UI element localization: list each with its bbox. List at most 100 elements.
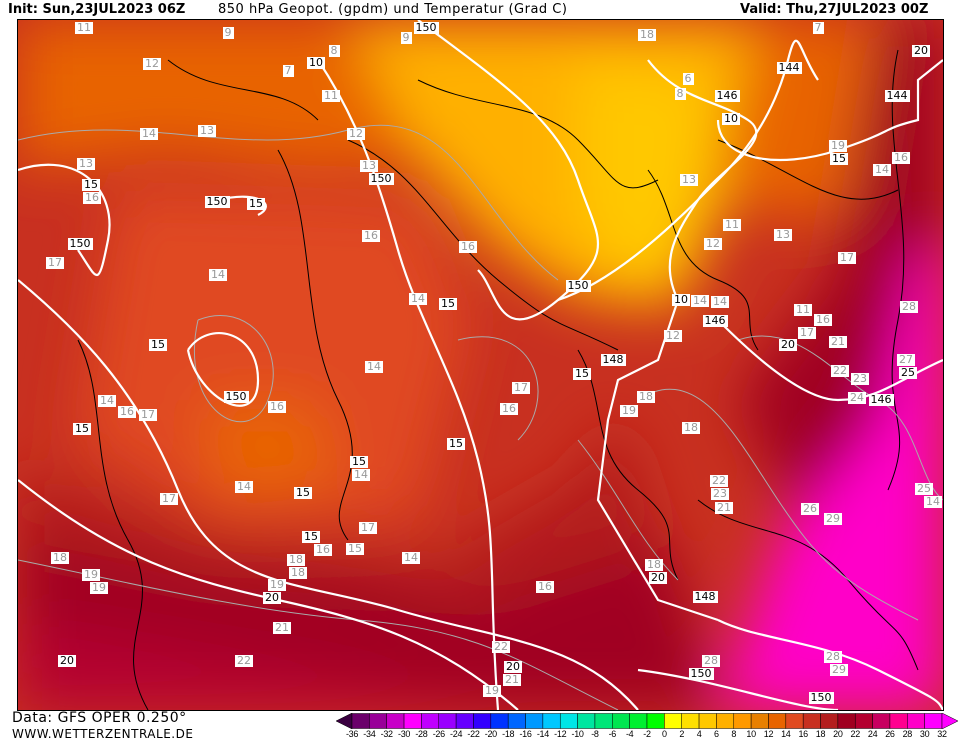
colorbar-swatch: [629, 713, 648, 729]
colorbar-swatch: [872, 713, 891, 729]
colorbar-swatch: [681, 713, 700, 729]
temperature-label: 12: [143, 57, 161, 70]
temperature-label: 21: [273, 621, 291, 634]
colorbar-tick-label: 4: [696, 729, 702, 739]
temperature-label: 16: [814, 313, 832, 326]
colorbar-tick-label: -10: [571, 729, 584, 739]
colorbar-tick-label: -16: [519, 729, 532, 739]
colorbar-swatch: [837, 713, 856, 729]
geopotential-label: 150: [223, 390, 249, 403]
colorbar-swatch: [664, 713, 682, 729]
temperature-label: 13: [77, 157, 95, 170]
temperature-label: 13: [774, 228, 792, 241]
temperature-label: 14: [140, 127, 158, 140]
colorbar-tick-label: -34: [363, 729, 376, 739]
temperature-label: 18: [682, 421, 700, 434]
colorbar-tick-label: 26: [885, 729, 895, 739]
temperature-label: 19: [90, 581, 108, 594]
colorbar-swatch: [750, 713, 769, 729]
colorbar-swatch: [854, 713, 873, 729]
colorbar-tick-label: -30: [397, 729, 411, 739]
temperature-label: 16: [314, 543, 332, 556]
colorbar-swatch: [612, 713, 630, 729]
colorbar-swatch: [386, 713, 405, 729]
colorbar-swatch: [490, 713, 509, 729]
colorbar-tick-label: 32: [937, 729, 947, 739]
geopotential-label: 150: [204, 195, 230, 208]
temperature-label: 16: [118, 405, 136, 418]
colorbar-swatch: [559, 713, 578, 729]
geopotential-label: 148: [692, 590, 718, 603]
colorbar-swatch: [802, 713, 821, 729]
colorbar-tick-label: 8: [731, 729, 737, 739]
colorbar-tick-label: 2: [679, 729, 685, 739]
colorbar-tick-label: 18: [815, 729, 826, 739]
isotherm-label: 15: [247, 197, 265, 210]
colorbar-swatch: [351, 713, 370, 729]
geopotential-label: 10: [307, 56, 325, 69]
colorbar-swatch: [473, 713, 492, 729]
colorbar-tick-label: 24: [867, 729, 878, 739]
colorbar-swatch: [716, 713, 735, 729]
colorbar-swatch: [577, 713, 596, 729]
colorbar-swatch: [421, 713, 440, 729]
temperature-label: 16: [536, 580, 554, 593]
temperature-label: 12: [347, 127, 365, 140]
temperature-label: 26: [801, 502, 819, 515]
colorbar-tick-label: 28: [902, 729, 913, 739]
isotherm-label: 15: [149, 338, 167, 351]
temperature-label: 12: [664, 329, 682, 342]
colorbar-tick-label: -22: [467, 729, 480, 739]
colorbar-tick-label: -2: [643, 729, 651, 739]
colorbar-swatch: [455, 713, 474, 729]
temperature-label: 14: [98, 394, 116, 407]
colorbar-tick-label: 30: [919, 729, 930, 739]
geopotential-label: 150: [67, 237, 93, 250]
temperature-label: 18: [645, 558, 663, 571]
colorbar-tick-label: -18: [502, 729, 515, 739]
temperature-label: 14: [691, 294, 709, 307]
colorbar-swatch: [507, 713, 526, 729]
temperature-label: 14: [365, 360, 383, 373]
colorbar-swatch: [542, 713, 561, 729]
isotherm-label: 15: [439, 297, 457, 310]
contour-labels: 150 144 146 144 150 150 150 150 146 148 150 146 148 1…: [18, 20, 943, 710]
colorbar-tick-label: 20: [833, 729, 843, 739]
temperature-label: 29: [830, 663, 848, 676]
geopotential-label: 146: [714, 89, 740, 102]
temperature-label: 27: [897, 353, 915, 366]
temperature-label: 7: [812, 21, 824, 34]
colorbar-tick-label: -20: [484, 729, 497, 739]
colorbar-tick-label: 22: [850, 729, 861, 739]
isotherm-label: 15: [73, 422, 91, 435]
temperature-label: 14: [711, 295, 729, 308]
temperature-label: 13: [680, 173, 698, 186]
colorbar-tick-label: -4: [625, 729, 634, 739]
temperature-label: 22: [831, 364, 849, 377]
temperature-label: 28: [900, 300, 918, 313]
temperature-label: 18: [289, 566, 307, 579]
temperature-label: 22: [710, 474, 728, 487]
geopotential-label: 10: [722, 112, 740, 125]
temperature-label: 16: [500, 402, 518, 415]
colorbar-swatch: [889, 713, 908, 729]
isotherm-label: 15: [350, 455, 368, 468]
temperature-label: 21: [503, 673, 521, 686]
temperature-label: 29: [824, 512, 842, 525]
temperature-label: 15: [346, 542, 364, 555]
colorbar-swatch: [369, 713, 387, 729]
isotherm-label: 15: [830, 152, 848, 165]
valid-time: Valid: Thu,27JUL2023 00Z: [740, 2, 929, 17]
temperature-label: 17: [139, 408, 157, 421]
website-credit: WWW.WETTERZENTRALE.DE: [12, 727, 194, 741]
temperature-label: 17: [359, 521, 377, 534]
isotherm-label: 20: [263, 591, 281, 604]
isotherm-label: 15: [447, 437, 465, 450]
colorbar-ticks: -36 -34 -32 -30 -28 -26 -24 -22 -20 -18 -16 -14 -12-…: [336, 729, 958, 741]
temperature-label: 14: [352, 468, 370, 481]
temperature-label: 16: [362, 229, 380, 242]
temperature-label: 11: [75, 21, 93, 34]
colorbar-swatch: [785, 713, 804, 729]
isotherm-label: 15: [82, 178, 100, 191]
temperature-label: 16: [459, 240, 477, 253]
